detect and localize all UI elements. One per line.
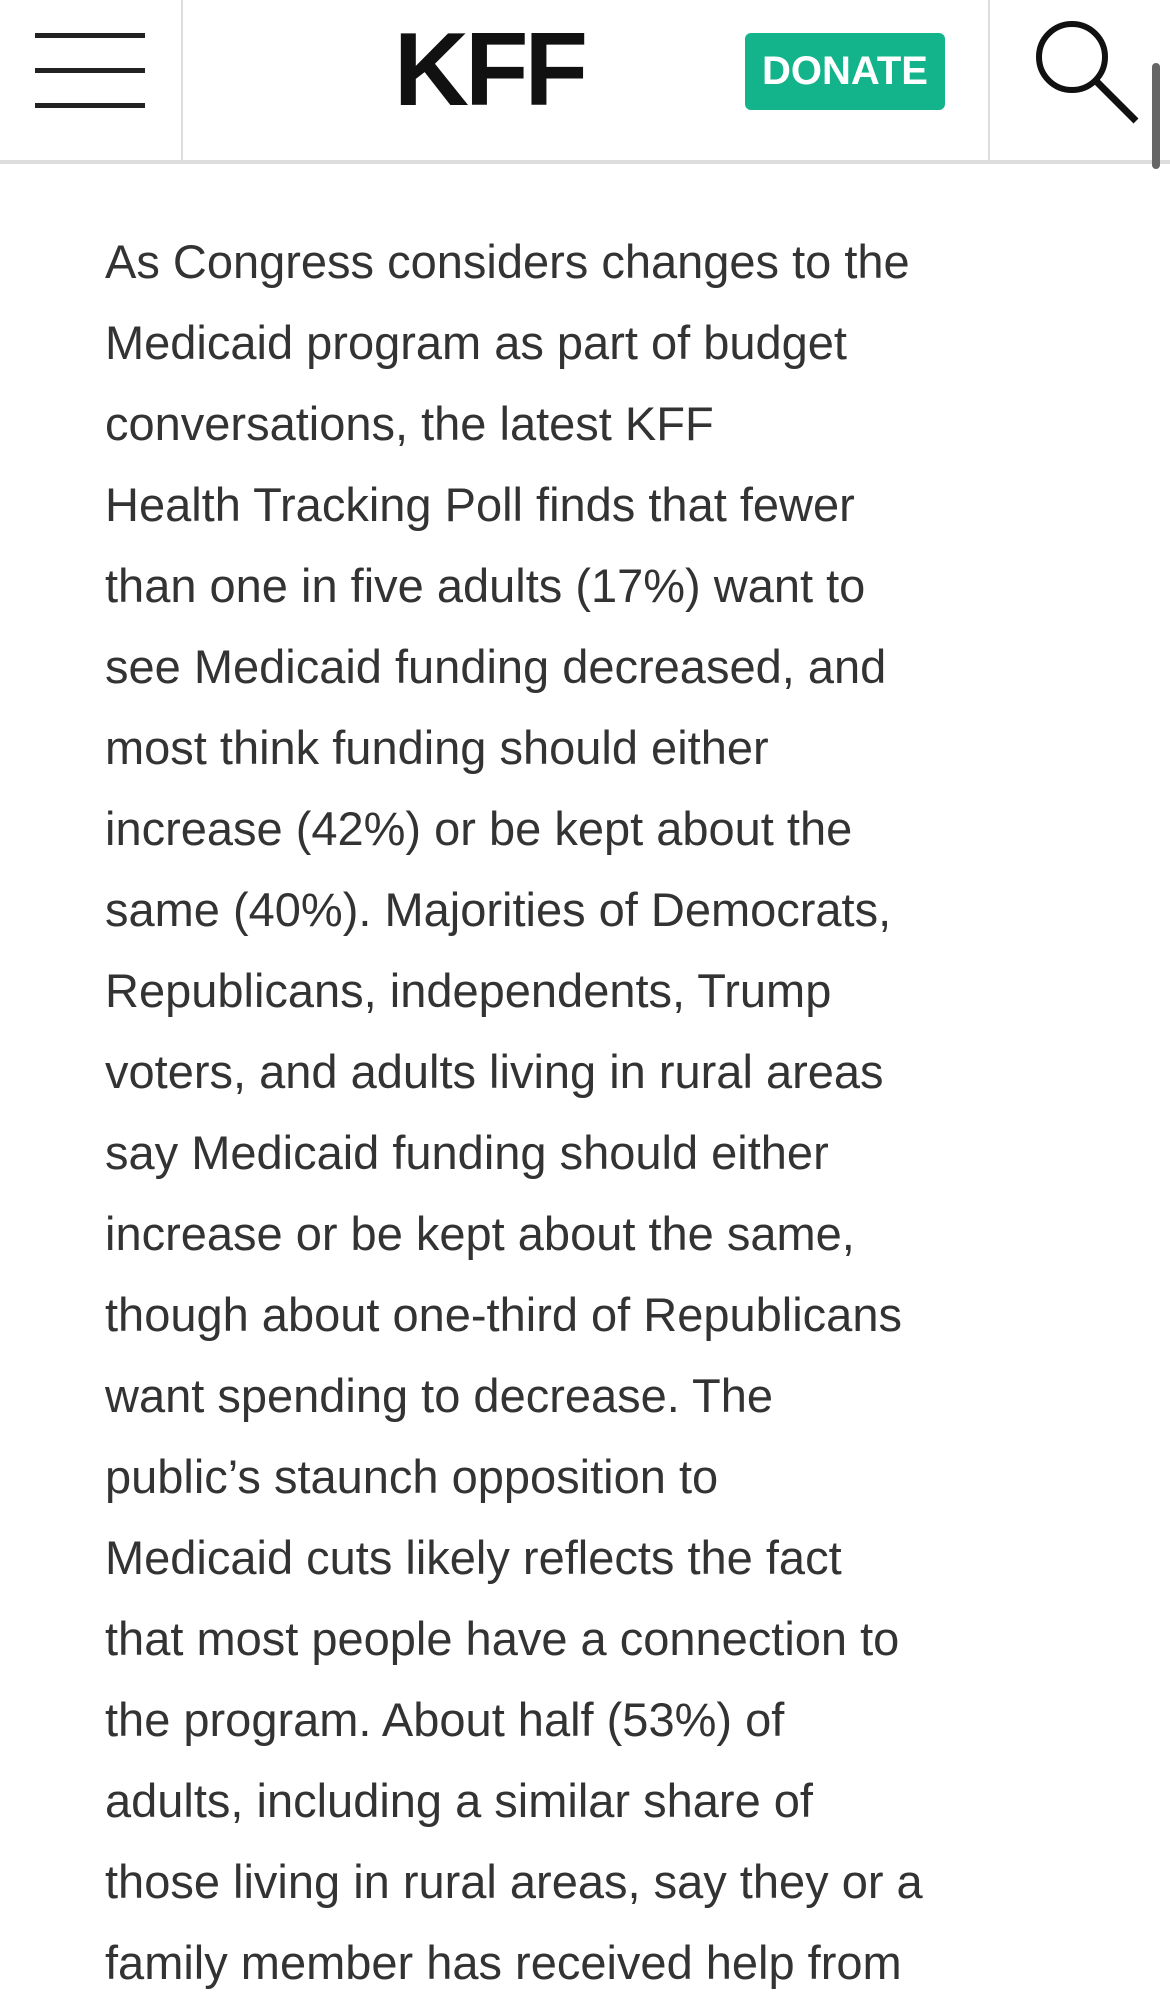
text-line: the program. About half (53%) of <box>105 1693 785 1746</box>
scrollbar <box>1152 63 1160 169</box>
search-icon <box>1093 78 1139 124</box>
menu-bar <box>35 103 145 108</box>
text-line: Health Tracking Poll finds that fewer <box>105 478 855 531</box>
text-line: family member has received help from <box>105 1936 902 1989</box>
text-line: adults, including a similar share of <box>105 1774 813 1827</box>
text-line: that most people have a connection to <box>105 1612 900 1665</box>
search-button[interactable] <box>1030 15 1150 145</box>
text-line: Republicans, independents, Trump <box>105 964 832 1017</box>
text-line: Medicaid program as part of budget <box>105 316 847 369</box>
menu-bar <box>35 33 145 38</box>
text-line: increase or be kept about the same, <box>105 1207 855 1260</box>
divider <box>181 0 183 160</box>
text-line: those living in rural areas, say they or… <box>105 1855 923 1908</box>
text-line: public’s staunch opposition to <box>105 1450 719 1503</box>
text-line: same (40%). Majorities of Democrats, <box>105 883 892 936</box>
site-header: KFF DONATE <box>0 0 1170 164</box>
divider <box>988 0 990 160</box>
text-line: say Medicaid funding should either <box>105 1126 829 1179</box>
text-line: want spending to decrease. The <box>105 1369 774 1422</box>
logo[interactable]: KFF <box>393 12 588 128</box>
text-line: As Congress considers changes to the <box>105 235 910 288</box>
text-line: most think funding should either <box>105 721 769 774</box>
menu-bar <box>35 68 145 73</box>
text-line: see Medicaid funding decreased, and <box>105 640 887 693</box>
search-icon <box>1036 21 1108 93</box>
donate-button[interactable]: DONATE <box>745 33 945 110</box>
text-line: than one in five adults (17%) want to <box>105 559 866 612</box>
text-line: increase (42%) or be kept about the <box>105 802 853 855</box>
text-line: though about one-third of Republicans <box>105 1288 902 1341</box>
article-text: As Congress considers changes to the Medi… <box>105 221 923 2003</box>
menu-button[interactable] <box>20 0 160 160</box>
text-line: conversations, the latest KFF <box>105 397 714 450</box>
text-line: voters, and adults living in rural areas <box>105 1045 884 1098</box>
text-line: Medicaid cuts likely reflects the fact <box>105 1531 842 1584</box>
